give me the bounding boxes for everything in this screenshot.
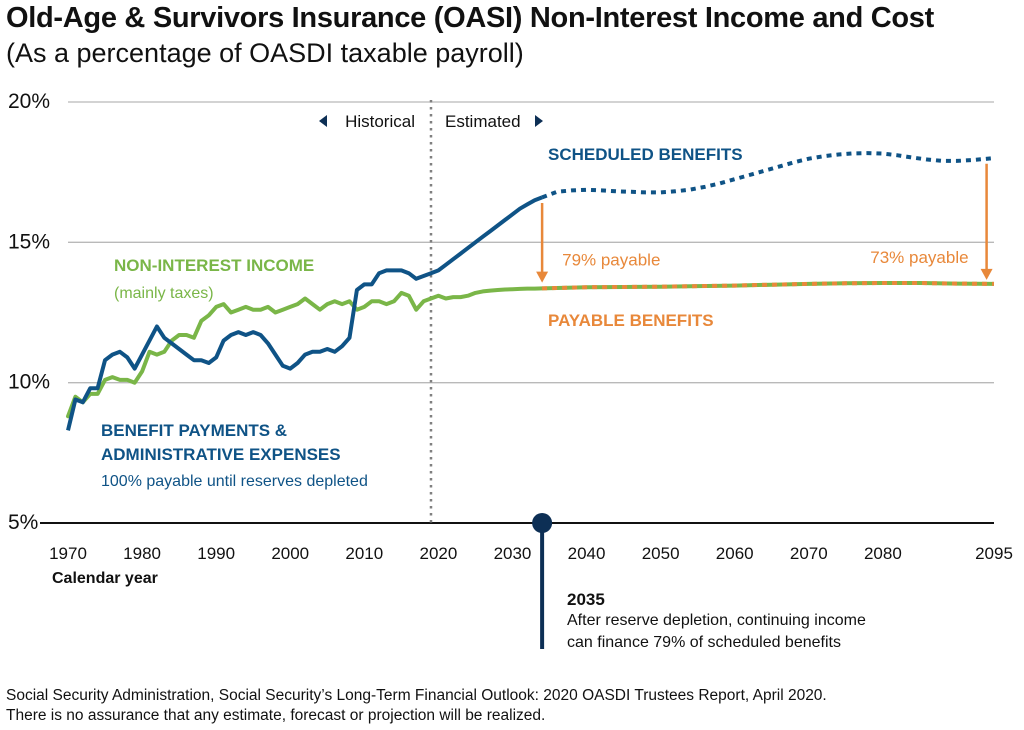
payable_2035-label: 79% payable — [562, 251, 660, 270]
non-interest-income-line — [66, 286, 545, 419]
benefit-payments-label-line2: ADMINISTRATIVE EXPENSES — [101, 445, 341, 464]
x-tick-label-2095: 2095 — [975, 544, 1013, 563]
x-tick-label-2010: 2010 — [345, 544, 383, 563]
estimated-label: Estimated — [445, 112, 521, 131]
benefit-payments-line — [66, 195, 543, 431]
x-tick-label-2080: 2080 — [864, 544, 902, 563]
x-axis-labels: 1970 1980 1990 2000 2010 2020 2030 2040 2050 2060… — [49, 544, 1013, 563]
depletion-note-line1: After reserve depletion, continuing inco… — [567, 612, 866, 629]
source-note: Social Security Administration, Social S… — [6, 686, 827, 726]
payable-benefits-label: PAYABLE BENEFITS — [548, 311, 714, 330]
depletion-note-line2: can finance 79% of scheduled benefits — [567, 634, 841, 651]
y-axis-labels: 5% 10% 15% 20% — [8, 90, 50, 534]
x-tick-label-2040: 2040 — [568, 544, 606, 563]
payable_2095-label: 73% payable — [870, 248, 968, 267]
x-tick-label-2030: 2030 — [494, 544, 532, 563]
x-tick-label-2060: 2060 — [716, 544, 754, 563]
x-tick-label-1980: 1980 — [123, 544, 161, 563]
x-tick-label-1970: 1970 — [49, 544, 87, 563]
x-tick-label-1990: 1990 — [197, 544, 235, 563]
x-tick-label-2070: 2070 — [790, 544, 828, 563]
estimated-arrow-icon — [534, 115, 543, 127]
benefit-payments-label-line1: BENEFIT PAYMENTS & — [101, 421, 287, 440]
annotation-layer: 79% payable 73% payable — [536, 163, 993, 283]
x-tick-label-2020: 2020 — [419, 544, 457, 563]
depletion-year: 2035 — [567, 590, 605, 609]
non-interest-income-label: NON-INTEREST INCOME — [114, 256, 314, 275]
scheduled-benefits-label: SCHEDULED BENEFITS — [548, 145, 743, 164]
historical-label: Historical — [345, 112, 415, 131]
y-tick-label-10: 10% — [8, 371, 50, 394]
benefit-payments-note: 100% payable until reserves depleted — [101, 473, 368, 490]
y-tick-label-15: 15% — [8, 230, 50, 253]
x-axis-title: Calendar year — [52, 570, 158, 587]
series-layer — [66, 151, 995, 431]
chart-subtitle: (As a percentage of OASDI taxable payrol… — [6, 38, 524, 68]
payable-benefits-line — [542, 281, 995, 291]
payable_2035-arrow-head — [536, 271, 549, 283]
payable_2095-arrow-head — [980, 268, 993, 280]
x-tick-label-2000: 2000 — [271, 544, 309, 563]
y-tick-label-5: 5% — [8, 511, 38, 534]
benefit-payments-label: BENEFIT PAYMENTS & ADMINISTRATIVE EXPENS… — [101, 421, 341, 464]
historical-arrow-icon — [318, 115, 327, 127]
y-tick-label-20: 20% — [8, 90, 50, 113]
disclaimer: There is no assurance that any estimate,… — [6, 707, 546, 724]
non-interest-income-note: (mainly taxes) — [114, 285, 214, 302]
depletion-marker-dot — [532, 513, 553, 533]
source-citation: Social Security Administration, Social S… — [6, 687, 827, 704]
x-tick-label-2050: 2050 — [642, 544, 680, 563]
grid-layer — [40, 101, 994, 524]
chart-title: Old-Age & Survivors Insurance (OASI) Non… — [6, 2, 934, 34]
